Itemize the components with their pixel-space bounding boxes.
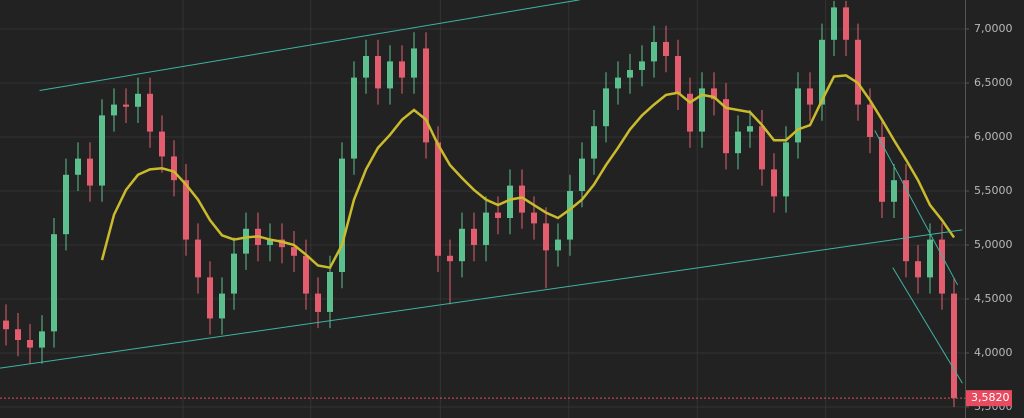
candle-body (639, 61, 645, 71)
candle-body (75, 158, 81, 175)
candle-body (399, 61, 405, 78)
candle-body (687, 93, 693, 132)
candle-body (555, 239, 561, 251)
candle-body (795, 88, 801, 143)
candle-body (927, 239, 933, 278)
candle-body (843, 7, 849, 40)
candle-body (315, 293, 321, 312)
candle-body (171, 156, 177, 181)
y-tick-label: 4,0000 (974, 346, 1013, 359)
candle-body (39, 331, 45, 348)
candle-body (495, 212, 501, 218)
trendline (0, 229, 963, 369)
candle-body (99, 115, 105, 186)
candle-body (879, 136, 885, 202)
candle-body (663, 41, 669, 56)
candle-body (867, 104, 873, 137)
candle-body (699, 88, 705, 132)
candle-body (183, 180, 189, 240)
y-tick-label: 6,5000 (974, 76, 1013, 89)
candle-body (483, 212, 489, 245)
candle-body (63, 174, 69, 235)
moving-average (100, 74, 956, 270)
candle-body (351, 77, 357, 159)
candle-body (291, 247, 297, 256)
candle-body (123, 104, 129, 107)
candle-body (603, 88, 609, 127)
candle-body (423, 48, 429, 143)
candle-body (831, 7, 837, 40)
candle-body (759, 126, 765, 170)
candle-body (231, 253, 237, 294)
candle-body (375, 55, 381, 89)
candle-body (531, 212, 537, 224)
candle-body (711, 88, 717, 100)
candle-body (939, 239, 945, 294)
candle-body (447, 255, 453, 262)
candle-body (435, 142, 441, 256)
candle-body (675, 55, 681, 94)
candle-body (3, 320, 9, 330)
candle-body (339, 158, 345, 272)
candle-body (363, 55, 369, 78)
candle-body (615, 77, 621, 89)
candle-body (279, 239, 285, 248)
y-tick-label: 5,5000 (974, 184, 1013, 197)
candle-body (87, 158, 93, 186)
candle-body (579, 158, 585, 191)
y-tick-label: 6,0000 (974, 130, 1013, 143)
candle-body (627, 70, 633, 78)
candle-body (651, 41, 657, 62)
trendline (39, 0, 580, 92)
candle-body (135, 93, 141, 107)
candle-body (327, 271, 333, 312)
candle-body (771, 169, 777, 197)
candle-body (903, 180, 909, 262)
candle-body (147, 93, 153, 132)
candle-body (411, 48, 417, 78)
candle-body (303, 255, 309, 294)
candle-body (519, 185, 525, 213)
candle-body (891, 180, 897, 202)
candle-body (819, 39, 825, 105)
candle-body (735, 131, 741, 154)
y-tick-label: 7,0000 (974, 22, 1013, 35)
candle-body (915, 261, 921, 278)
candle-body (15, 329, 21, 341)
candle-body (243, 228, 249, 254)
candle-body (507, 185, 513, 218)
candle-body (195, 239, 201, 278)
candle-body (459, 228, 465, 262)
trendline (892, 267, 963, 384)
candle-body (783, 142, 789, 197)
current-price-label: 3,5820 (971, 391, 1010, 404)
trendline (874, 130, 959, 286)
candle-body (219, 293, 225, 319)
candle-body (27, 340, 33, 348)
candle-body (111, 104, 117, 116)
candle-body (387, 61, 393, 89)
candle-body (471, 228, 477, 245)
y-tick-label: 5,0000 (974, 238, 1013, 251)
candle-body (267, 239, 273, 245)
current-price-box (966, 390, 1012, 407)
candle-body (159, 131, 165, 157)
candle-body (543, 223, 549, 251)
y-tick-label: 4,5000 (974, 292, 1013, 305)
candle-body (807, 88, 813, 105)
candle-body (951, 293, 957, 399)
candle-body (567, 190, 573, 240)
candle-body (51, 234, 57, 332)
candle-body (855, 39, 861, 105)
candle-body (207, 277, 213, 319)
candle-body (747, 126, 753, 132)
candle-body (723, 99, 729, 154)
candle-body (591, 126, 597, 159)
